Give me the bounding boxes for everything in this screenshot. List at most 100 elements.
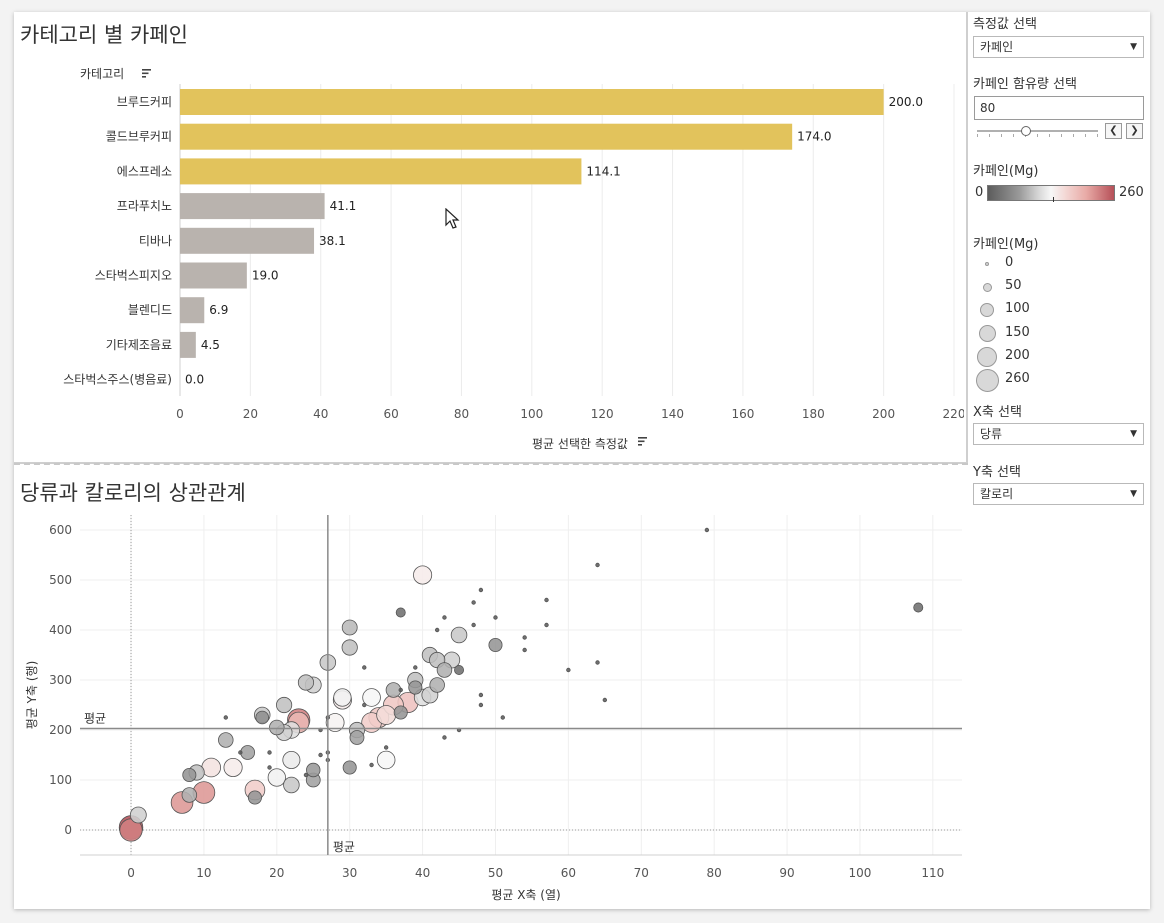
- color-legend-gradient: [987, 185, 1115, 201]
- bar-value-label: 6.9: [209, 303, 228, 317]
- scatter-point: [369, 762, 374, 768]
- size-legend-circle: [978, 325, 996, 343]
- scatter-point: [471, 622, 476, 628]
- scatter-point: [276, 696, 293, 714]
- mouse-pointer-icon: [445, 208, 460, 229]
- y-select-label: Y축 선택: [973, 465, 1021, 480]
- scatter-point: [267, 750, 272, 755]
- bar: [180, 262, 247, 289]
- scatter-point: [283, 776, 300, 794]
- color-legend-min: 0: [975, 185, 984, 200]
- size-legend-item: 0: [975, 254, 1035, 274]
- scatter-y-tick-label: 600: [49, 523, 72, 537]
- scatter-x-tick-label: 30: [342, 866, 357, 880]
- caffeine-slider-track[interactable]: [977, 130, 1098, 132]
- chevron-right-icon: ❯: [1130, 125, 1139, 136]
- bar-x-tick-label: 60: [383, 407, 398, 421]
- scatter-point: [267, 768, 286, 787]
- scatter-point: [223, 715, 228, 720]
- scatter-point: [595, 562, 600, 568]
- size-legend-label: 50: [1005, 278, 1022, 294]
- color-legend-marker: [1053, 197, 1054, 202]
- caffeine-select-label: 카페인 함유량 선택: [973, 77, 1077, 92]
- scatter-y-tick-label: 400: [49, 623, 72, 637]
- scatter-point: [306, 762, 321, 778]
- scatter-point: [704, 527, 710, 533]
- size-legend-item: 50: [975, 277, 1035, 297]
- scatter-point: [471, 600, 476, 605]
- scatter-point: [269, 719, 285, 736]
- scatter-point: [522, 647, 527, 653]
- x-axis-select[interactable]: 당류 ▼: [973, 423, 1144, 445]
- panel-divider: [14, 463, 968, 465]
- bar: [180, 193, 325, 220]
- scatter-y-tick-label: 100: [49, 773, 72, 787]
- bar-category-label: 콜드브루커피: [106, 130, 172, 144]
- bar-value-label: 4.5: [201, 338, 220, 352]
- bar: [180, 158, 582, 185]
- scatter-point: [566, 667, 571, 673]
- x-axis-sort-icon[interactable]: [638, 437, 647, 446]
- scatter-point: [282, 751, 301, 769]
- y-average-label: 평균: [84, 712, 106, 726]
- scatter-point: [408, 680, 423, 695]
- bar: [180, 89, 884, 115]
- scatter-point: [362, 702, 367, 708]
- scatter-point: [376, 750, 396, 770]
- scatter-point: [442, 615, 447, 620]
- chevron-left-icon: ❮: [1109, 125, 1118, 136]
- sort-icon[interactable]: [142, 69, 151, 78]
- bar-x-tick-label: 160: [731, 407, 754, 421]
- bar-category-label: 에스프레소: [117, 164, 172, 178]
- size-legend-item: 100: [975, 300, 1035, 320]
- bar-x-tick-label: 120: [591, 407, 614, 421]
- size-legend-circle: [980, 303, 994, 318]
- scatter-x-tick-label: 110: [921, 866, 944, 880]
- bar-chart: 카테고리 0 20 40 60 80 100 120 140 160 180 200 220 브루드커피…: [63, 67, 964, 451]
- size-legend-label: 150: [1005, 324, 1030, 340]
- scatter-x-tick-label: 20: [269, 866, 284, 880]
- x-select-label: X축 선택: [973, 405, 1022, 420]
- scatter-x-tick-label: 90: [779, 866, 794, 880]
- bar-value-label: 0.0: [185, 373, 204, 387]
- size-legend-item: 200: [975, 346, 1035, 367]
- scatter-point: [255, 710, 270, 725]
- caffeine-input[interactable]: 80: [974, 96, 1144, 120]
- bar-category-label: 스타벅스주스(병음료): [63, 373, 172, 387]
- y-axis-select[interactable]: 칼로리 ▼: [973, 483, 1144, 505]
- size-legend-item: 150: [975, 324, 1035, 344]
- scatter-x-tick-label: 80: [707, 866, 722, 880]
- scatter-y-tick-label: 200: [49, 723, 72, 737]
- scatter-y-tick-label: 0: [64, 823, 72, 837]
- caffeine-slider-thumb[interactable]: [1021, 126, 1031, 136]
- scatter-point: [333, 688, 352, 707]
- bar-x-tick-label: 100: [520, 407, 543, 421]
- scatter-point: [478, 587, 484, 593]
- scatter-point: [478, 702, 484, 708]
- scatter-point: [297, 674, 315, 691]
- scatter-point: [522, 635, 527, 640]
- scatter-point: [442, 735, 447, 740]
- bar-x-tick-label: 80: [454, 407, 469, 421]
- next-value-button[interactable]: ❯: [1126, 123, 1143, 139]
- scatter-point: [544, 597, 549, 603]
- size-legend-circle: [977, 346, 997, 367]
- scatter-point: [434, 627, 440, 633]
- scatter-point: [182, 767, 197, 783]
- bar-x-tick-label: 20: [243, 407, 258, 421]
- scatter-point: [218, 732, 234, 748]
- size-legend-circle: [985, 262, 989, 266]
- measure-select[interactable]: 카페인 ▼: [973, 36, 1144, 58]
- bar-x-tick-label: 200: [872, 407, 895, 421]
- bar-value-label: 19.0: [252, 269, 279, 283]
- chevron-down-icon: ▼: [1130, 489, 1137, 499]
- scatter-point: [362, 665, 367, 670]
- bar-category-label: 스타벅스피지오: [95, 269, 172, 283]
- scatter-point: [413, 565, 433, 585]
- scatter-point: [436, 662, 453, 678]
- bar-category-label: 티바나: [139, 234, 172, 248]
- bar-chart-title: 카테고리 별 카페인: [20, 23, 188, 47]
- bar-category-label: 브루드커피: [117, 95, 172, 109]
- scatter-point: [429, 677, 445, 693]
- prev-value-button[interactable]: ❮: [1105, 123, 1122, 139]
